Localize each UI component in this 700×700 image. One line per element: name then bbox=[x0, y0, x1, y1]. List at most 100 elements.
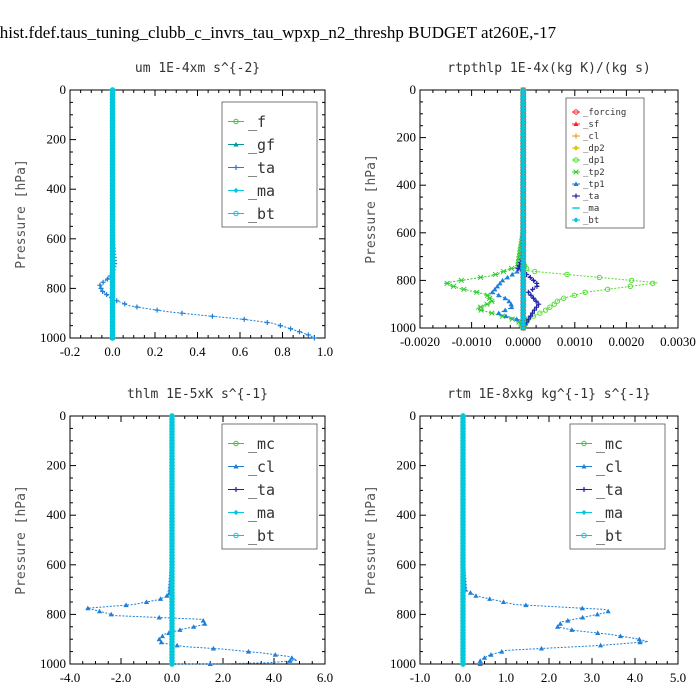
data-point bbox=[109, 319, 116, 326]
data-point bbox=[520, 209, 526, 215]
data-point bbox=[460, 425, 466, 432]
legend-label: _ma bbox=[596, 504, 623, 522]
x-tick-label: 2.0 bbox=[215, 670, 231, 685]
x-tick-label: 0.0030 bbox=[660, 334, 696, 349]
data-point bbox=[460, 624, 466, 630]
data-point bbox=[109, 171, 116, 177]
data-point bbox=[177, 627, 183, 632]
panel-3: thlm 1E-5xK s^{-1} Pressure [hPa] -4.0 -2.0… bbox=[14, 387, 333, 685]
data-point bbox=[109, 270, 116, 276]
data-point bbox=[520, 203, 526, 209]
data-point bbox=[520, 316, 526, 322]
data-point bbox=[109, 285, 116, 292]
data-point bbox=[207, 661, 213, 666]
data-point bbox=[571, 292, 578, 298]
data-point bbox=[564, 271, 570, 278]
data-point bbox=[460, 658, 466, 664]
data-point bbox=[460, 552, 466, 559]
data-point bbox=[617, 633, 624, 639]
data-point bbox=[520, 271, 526, 278]
data-point bbox=[460, 456, 466, 463]
legend-marker bbox=[573, 145, 579, 151]
data-point bbox=[169, 444, 175, 450]
legend-marker bbox=[581, 487, 587, 492]
data-point bbox=[460, 286, 467, 293]
legend-marker bbox=[233, 187, 239, 194]
data-point bbox=[492, 286, 498, 292]
data-point bbox=[520, 152, 526, 159]
data-point bbox=[502, 307, 508, 313]
data-point bbox=[520, 218, 526, 224]
y-tick-label: 400 bbox=[47, 507, 67, 522]
data-point bbox=[164, 593, 170, 598]
data-point bbox=[460, 419, 466, 425]
data-point bbox=[169, 583, 175, 590]
data-point bbox=[169, 422, 175, 428]
data-point bbox=[209, 313, 215, 319]
x-tick-label: 4.0 bbox=[627, 670, 643, 685]
data-point bbox=[529, 310, 535, 316]
data-point bbox=[109, 133, 116, 140]
data-point bbox=[520, 200, 526, 206]
data-point bbox=[520, 158, 526, 164]
data-point bbox=[492, 271, 499, 278]
data-point bbox=[520, 295, 526, 301]
data-point bbox=[503, 313, 509, 319]
data-point bbox=[109, 121, 116, 127]
data-point bbox=[520, 319, 526, 325]
data-point bbox=[520, 120, 526, 126]
y-tick-label: 200 bbox=[47, 458, 67, 473]
legend: _mc _cl _ta _ma _bt bbox=[221, 423, 318, 550]
data-point bbox=[460, 586, 466, 593]
data-point bbox=[520, 90, 526, 96]
data-point bbox=[520, 289, 526, 295]
data-point bbox=[508, 265, 515, 272]
figure-title: thist.fdef.taus_tuning_clubb_c_invrs_tau… bbox=[0, 23, 557, 42]
data-point bbox=[109, 118, 116, 124]
data-point bbox=[109, 257, 116, 264]
data-point bbox=[169, 490, 175, 497]
data-point bbox=[169, 506, 175, 512]
data-point bbox=[499, 649, 505, 654]
data-point bbox=[109, 189, 116, 196]
data-point bbox=[477, 274, 484, 281]
legend-marker bbox=[233, 210, 239, 217]
data-point bbox=[460, 621, 466, 627]
data-point bbox=[169, 633, 175, 639]
data-point bbox=[169, 512, 175, 518]
data-point bbox=[460, 466, 466, 472]
data-point bbox=[169, 428, 175, 435]
legend-label: _forcing bbox=[583, 108, 626, 118]
data-point bbox=[460, 503, 466, 509]
data-point bbox=[504, 274, 510, 280]
data-point bbox=[520, 230, 526, 236]
data-point bbox=[520, 310, 526, 316]
data-point bbox=[169, 661, 175, 667]
data-point bbox=[109, 307, 116, 313]
data-point bbox=[109, 322, 116, 329]
data-point bbox=[520, 126, 526, 132]
data-point bbox=[509, 271, 515, 277]
data-point bbox=[109, 93, 116, 99]
data-point bbox=[523, 602, 529, 608]
legend-marker bbox=[581, 532, 587, 539]
data-point bbox=[169, 453, 175, 459]
data-point bbox=[169, 466, 175, 472]
data-point bbox=[460, 577, 466, 583]
data-point bbox=[169, 431, 175, 438]
data-point bbox=[557, 621, 563, 626]
data-point bbox=[169, 472, 175, 478]
data-point bbox=[460, 422, 466, 428]
data-point bbox=[169, 537, 175, 543]
data-point bbox=[109, 332, 116, 338]
legend-marker bbox=[233, 118, 239, 125]
data-point bbox=[520, 129, 526, 135]
data-point bbox=[174, 642, 180, 648]
data-point bbox=[520, 283, 526, 289]
data-point bbox=[169, 639, 175, 645]
data-point bbox=[520, 102, 526, 108]
legend-label: _ma bbox=[583, 204, 599, 214]
data-point bbox=[520, 280, 526, 286]
data-point bbox=[509, 316, 516, 322]
data-point bbox=[109, 174, 116, 180]
